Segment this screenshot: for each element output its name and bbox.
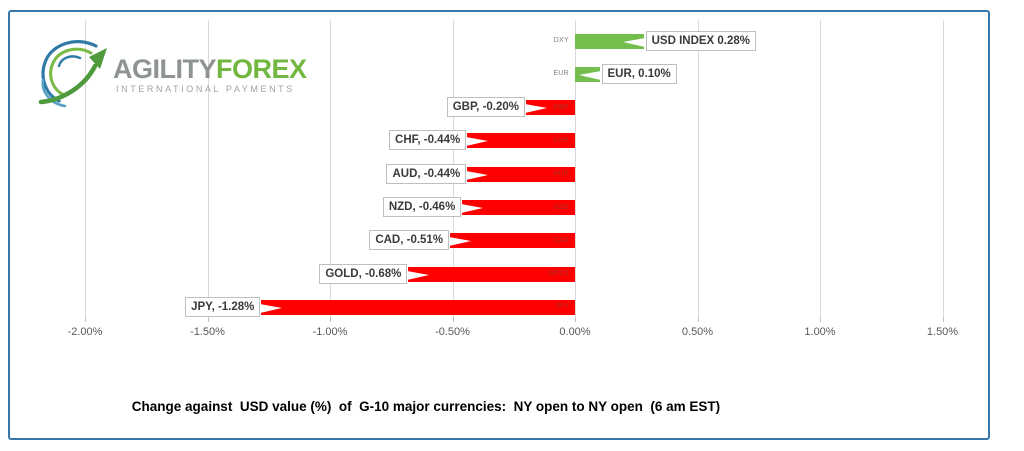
data-label-pointer — [461, 201, 484, 219]
data-label-pointer — [260, 301, 283, 319]
axis-tick — [697, 318, 699, 322]
x-axis-tick-label: -1.50% — [190, 326, 225, 338]
data-label-eur: EUR, 0.10% — [601, 63, 677, 84]
bar-gbp — [526, 100, 575, 116]
category-label-nzd: NZD — [553, 203, 569, 211]
category-label-chf: CHF — [553, 136, 569, 144]
x-axis-tick-label: 0.50% — [681, 326, 714, 338]
data-label-cad: CAD, -0.51% — [369, 230, 450, 251]
category-label-jpy: JPY — [555, 303, 569, 311]
axis-tick — [330, 318, 331, 322]
gridline — [697, 20, 699, 318]
outer-frame — [8, 10, 990, 440]
logo-tagline: INTERNATIONAL PAYMENTS — [116, 84, 295, 94]
bar-cad — [450, 233, 575, 249]
agilityforex-logo: AGILITYFOREX INTERNATIONAL PAYMENTS — [33, 36, 323, 108]
category-label-gbp: GBP — [553, 103, 569, 111]
bar-gold — [408, 266, 575, 282]
axis-tick — [452, 318, 454, 322]
data-label-pointer — [466, 168, 489, 186]
data-label-pointer — [622, 35, 645, 53]
data-label-pointer — [525, 101, 547, 119]
category-label-gold: GOLD — [547, 270, 569, 278]
axis-tick — [942, 318, 944, 322]
x-axis-tick-label: -1.00% — [312, 326, 348, 338]
data-label-pointer — [578, 68, 601, 86]
gridline — [575, 20, 576, 318]
gridline — [330, 20, 331, 318]
axis-tick — [85, 318, 86, 322]
data-label-pointer — [407, 268, 430, 286]
x-axis-tick-label: -0.50% — [435, 326, 470, 338]
axis-tick — [575, 318, 576, 322]
chart-title: Change against USD value (%) of G-10 maj… — [131, 399, 721, 414]
category-label-eur: EUR — [553, 70, 569, 78]
data-label-nzd: NZD, -0.46% — [382, 197, 462, 217]
gridline — [207, 20, 209, 318]
x-axis-tick-label: 1.00% — [804, 326, 836, 338]
bar-jpy — [261, 299, 575, 315]
data-label-jpy: JPY, -1.28% — [185, 296, 261, 317]
logo-wordmark: AGILITYFOREX — [113, 54, 307, 85]
data-label-gold: GOLD, -0.68% — [319, 263, 408, 284]
logo-word-forex: FOREX — [216, 54, 307, 84]
data-label-gbp: GBP, -0.20% — [446, 97, 525, 118]
x-axis-tick-label: 0.00% — [559, 326, 591, 338]
x-axis-tick-label: -2.00% — [67, 326, 103, 338]
category-label-dxy: DXY — [553, 37, 569, 44]
category-label-aud: AUD — [553, 170, 569, 178]
data-label-pointer — [466, 134, 489, 152]
gridline — [942, 20, 944, 318]
data-label-chf: CHF, -0.44% — [389, 130, 467, 151]
data-label-dxy: USD INDEX 0.28% — [645, 30, 757, 51]
bar-dxy — [575, 33, 644, 49]
data-label-aud: AUD, -0.44% — [386, 163, 467, 184]
globe-arrow-logo-icon — [38, 40, 107, 108]
gridline — [820, 20, 821, 318]
logo-word-agility: AGILITY — [113, 54, 217, 84]
gridline — [85, 20, 86, 318]
axis-tick — [207, 318, 209, 322]
data-label-pointer — [449, 234, 472, 252]
bar-chf — [467, 133, 575, 149]
category-label-cad: CAD — [553, 236, 569, 244]
bar-nzd — [462, 200, 575, 215]
axis-tick — [820, 318, 821, 322]
x-axis-tick-label: 1.50% — [926, 326, 959, 338]
bar-aud — [467, 166, 575, 182]
